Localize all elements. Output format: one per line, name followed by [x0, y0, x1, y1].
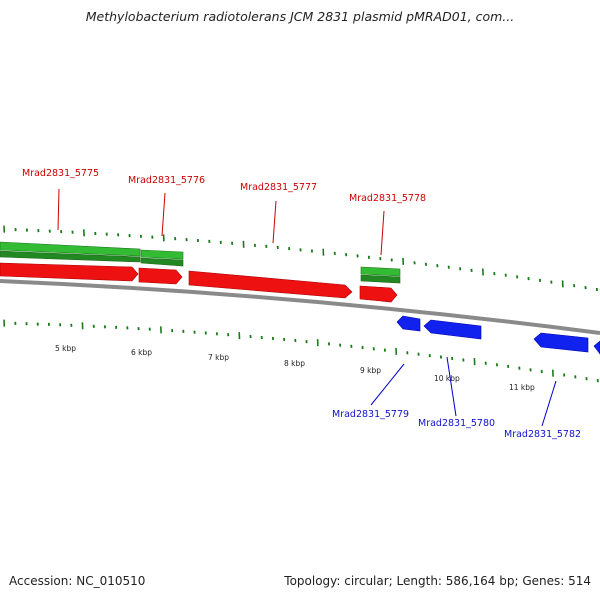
green-feature-5776[interactable] — [140, 249, 184, 260]
gene-label-5782[interactable]: Mrad2831_5782 — [504, 429, 581, 440]
green-feature-5778[interactable] — [360, 266, 401, 277]
reverse-callouts — [370, 356, 557, 427]
green-feature-5775-b[interactable] — [0, 250, 141, 263]
gene-label-5775[interactable]: Mrad2831_5775 — [22, 168, 99, 179]
gene-5775[interactable] — [0, 262, 139, 282]
forward-gene-track — [0, 262, 398, 303]
map-title: Methylobacterium radiotolerans JCM 2831 … — [85, 9, 515, 24]
gene-5782[interactable] — [533, 332, 589, 353]
kbp-label-7: 7 kbp — [208, 353, 229, 362]
gene-label-5779[interactable]: Mrad2831_5779 — [332, 409, 409, 420]
gene-5779[interactable] — [396, 315, 421, 332]
gene-5780[interactable] — [423, 319, 482, 340]
feature-track-green — [0, 241, 401, 284]
green-feature-5778-b[interactable] — [360, 274, 401, 284]
gene-5776[interactable] — [138, 267, 183, 285]
kbp-label-6: 6 kbp — [131, 348, 152, 357]
gene-label-5780[interactable]: Mrad2831_5780 — [418, 418, 495, 429]
forward-callouts — [57, 188, 385, 256]
gene-label-5776[interactable]: Mrad2831_5776 — [128, 175, 205, 186]
gene-label-5778[interactable]: Mrad2831_5778 — [349, 193, 426, 204]
genome-backbone — [0, 279, 600, 335]
accession-text: Accession: NC_010510 — [9, 574, 146, 588]
topology-text: Topology: circular; Length: 586,164 bp; … — [284, 574, 591, 588]
kbp-label-5: 5 kbp — [55, 344, 76, 353]
gene-5778[interactable] — [359, 285, 398, 303]
reverse-gene-track — [396, 315, 600, 355]
gene-5777[interactable] — [188, 270, 353, 299]
outer-tick-track — [3, 225, 598, 292]
kbp-label-10: 10 kbp — [434, 374, 460, 383]
gene-label-5777[interactable]: Mrad2831_5777 — [240, 182, 317, 193]
gene-5783[interactable] — [593, 340, 600, 355]
inner-tick-track — [3, 319, 599, 383]
green-feature-5776-b[interactable] — [140, 257, 184, 267]
kbp-label-8: 8 kbp — [284, 359, 305, 368]
kbp-label-11: 11 kbp — [509, 383, 535, 392]
green-feature-5775[interactable] — [0, 241, 141, 257]
kbp-label-9: 9 kbp — [360, 366, 381, 375]
